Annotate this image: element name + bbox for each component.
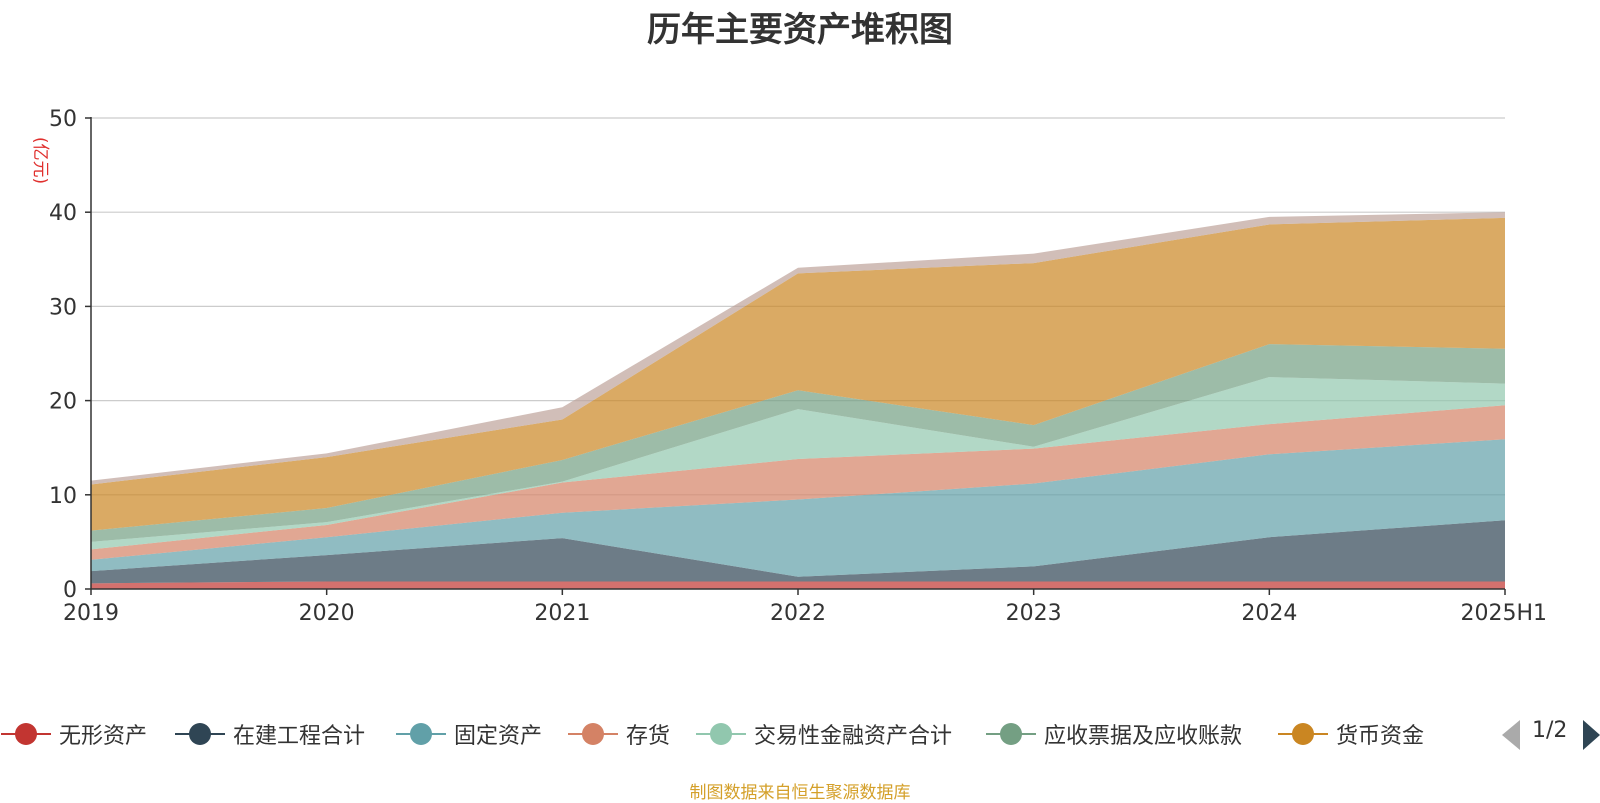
legend-symbol: [1278, 720, 1328, 748]
legend-label: 在建工程合计: [233, 724, 366, 749]
legend-symbol: [568, 720, 618, 748]
x-tick-label: 2025H1: [1460, 601, 1547, 626]
x-tick-label: 2022: [770, 601, 826, 626]
area-series-6: [91, 217, 1505, 531]
x-tick-label: 2020: [299, 601, 355, 626]
y-tick-label: 10: [49, 484, 77, 509]
legend-label: 应收票据及应收账款: [1044, 724, 1243, 749]
legend-item-inventory[interactable]: 存货: [568, 716, 670, 752]
y-tick-label: 50: [49, 107, 77, 132]
legend-item-intangible-assets[interactable]: 无形资产: [1, 716, 147, 752]
legend-label: 交易性金融资产合计: [754, 724, 953, 749]
legend-symbol: [396, 720, 446, 748]
y-tick-label: 30: [49, 295, 77, 320]
y-tick-label: 20: [49, 390, 77, 415]
legend: 无形资产 在建工程合计 固定资产 存货 交易性金融资产合计 应收票据及应收账款 …: [0, 716, 1600, 752]
area-series-1: [91, 520, 1505, 584]
legend-item-fixed-assets[interactable]: 固定资产: [396, 716, 542, 752]
x-tick-label: 2024: [1241, 601, 1297, 626]
area-series-0: [91, 581, 1505, 589]
legend-page-indicator: 1/2: [1532, 718, 1568, 743]
legend-label: 货币资金: [1336, 724, 1425, 749]
legend-item-construction-in-progress[interactable]: 在建工程合计: [175, 716, 365, 752]
chart-title: 历年主要资产堆积图: [647, 10, 953, 50]
legend-symbol: [175, 720, 225, 748]
area-series-4: [91, 377, 1505, 550]
legend-symbol: [1, 720, 51, 748]
legend-item-cash[interactable]: 货币资金: [1278, 716, 1424, 752]
legend-symbol: [986, 720, 1036, 748]
legend-prev-page-icon[interactable]: [1502, 720, 1520, 750]
area-series-3: [91, 405, 1505, 560]
area-series-2: [91, 439, 1505, 577]
data-source-note: 制图数据来自恒生聚源数据库: [689, 783, 911, 803]
legend-label: 固定资产: [454, 724, 543, 749]
stacked-area-chart: 0 10 20 30 40 50 2019 2020 2021 2022 2023 2024 2025H…: [49, 107, 1547, 626]
y-tick-label: 40: [49, 201, 77, 226]
legend-label: 存货: [626, 724, 671, 749]
legend-next-page-icon[interactable]: [1583, 720, 1600, 750]
legend-item-trading-financial-assets[interactable]: 交易性金融资产合计: [696, 716, 952, 752]
legend-symbol: [696, 720, 746, 748]
legend-label: 无形资产: [59, 724, 148, 749]
x-tick-label: 2021: [534, 601, 590, 626]
x-tick-label: 2019: [63, 601, 119, 626]
legend-item-notes-accounts-receivable[interactable]: 应收票据及应收账款: [986, 716, 1242, 752]
x-tick-label: 2023: [1006, 601, 1062, 626]
area-series-5: [91, 344, 1505, 542]
y-tick-label: 0: [63, 578, 77, 603]
